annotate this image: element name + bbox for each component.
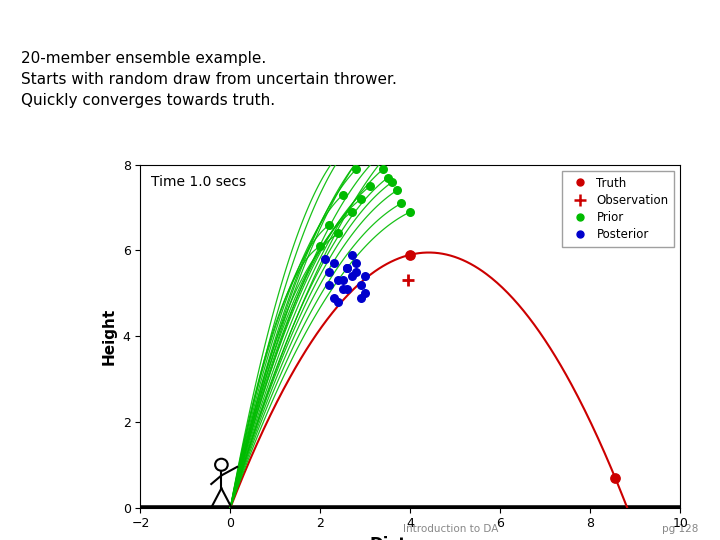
Point <box>609 474 621 482</box>
Point <box>342 263 354 272</box>
Text: pg 128: pg 128 <box>662 524 698 534</box>
X-axis label: Distance: Distance <box>369 536 451 540</box>
Point <box>387 178 398 186</box>
Point <box>400 130 412 139</box>
Point <box>351 259 362 268</box>
Point <box>360 289 372 298</box>
Point <box>328 156 340 165</box>
Point <box>402 276 414 285</box>
Point <box>324 280 336 289</box>
Point <box>391 186 402 195</box>
Point <box>337 285 348 293</box>
Point <box>319 255 330 264</box>
Text: Time 1.0 secs: Time 1.0 secs <box>151 175 246 189</box>
Point <box>328 293 340 302</box>
Point <box>346 272 358 280</box>
Point <box>333 229 344 238</box>
Point <box>324 220 336 229</box>
Point <box>373 152 384 160</box>
Point <box>364 182 376 191</box>
Point <box>396 199 408 207</box>
Point <box>355 280 366 289</box>
Point <box>337 191 348 199</box>
Legend: Truth, Observation, Prior, Posterior: Truth, Observation, Prior, Posterior <box>562 171 675 247</box>
Point <box>355 194 366 203</box>
Point <box>351 165 362 173</box>
Point <box>328 259 340 268</box>
Point <box>342 263 354 272</box>
Text: Introduction to DA: Introduction to DA <box>403 524 498 534</box>
Point <box>346 207 358 216</box>
Point <box>346 251 358 259</box>
Point <box>324 267 336 276</box>
Point <box>355 293 366 302</box>
Point <box>333 276 344 285</box>
Point <box>382 173 394 182</box>
Point <box>405 207 416 216</box>
Point <box>342 143 354 152</box>
Point <box>315 242 326 251</box>
Point <box>360 147 372 156</box>
Y-axis label: Height: Height <box>102 307 117 365</box>
Point <box>333 298 344 306</box>
Text: Methods: Ensemble Kalman Filter: Methods: Ensemble Kalman Filter <box>174 15 546 35</box>
Point <box>369 134 380 143</box>
Point <box>360 272 372 280</box>
Point <box>351 267 362 276</box>
Point <box>337 276 348 285</box>
Point <box>342 285 354 293</box>
Point <box>378 165 390 173</box>
Point <box>405 251 416 259</box>
Text: 20-member ensemble example.
Starts with random draw from uncertain thrower.
Quic: 20-member ensemble example. Starts with … <box>22 51 397 109</box>
